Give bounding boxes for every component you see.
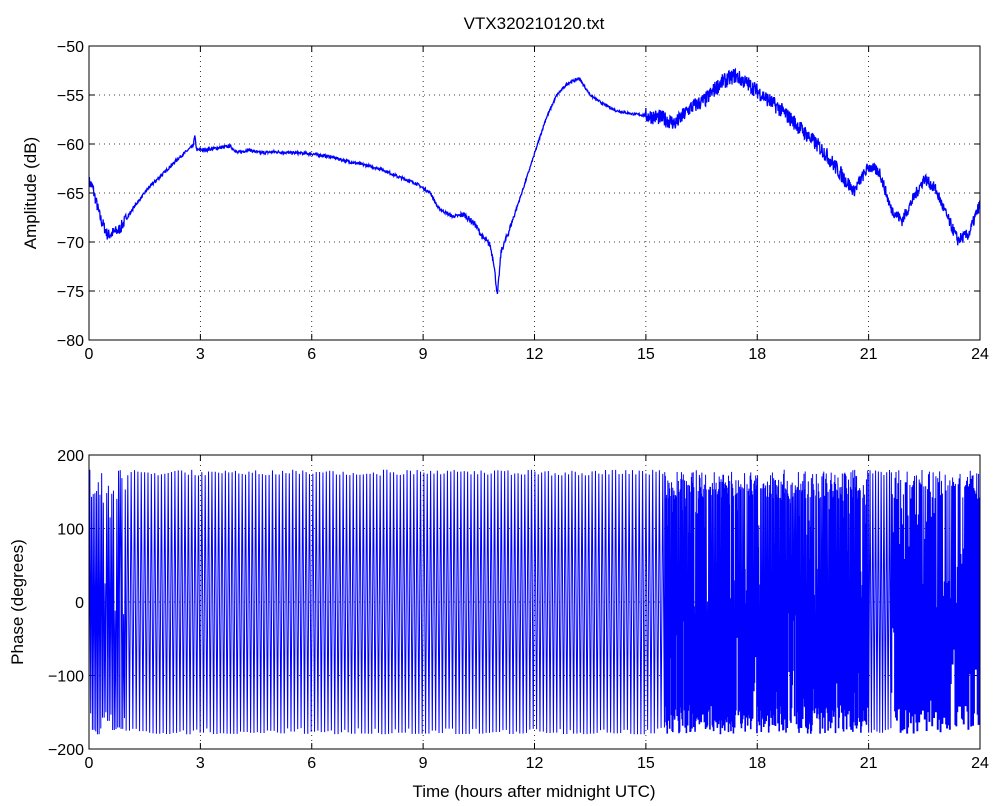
x-tick-label: 24 [971,346,989,363]
y-tick-label: 100 [57,522,84,539]
amplitude-grid [89,46,980,340]
amplitude-y-label: Amplitude (dB) [21,137,40,249]
y-tick-label: −75 [57,284,84,301]
x-tick-label: 18 [748,755,766,772]
y-tick-label: −50 [57,39,84,56]
y-tick-label: −55 [57,88,84,105]
y-tick-label: −200 [48,742,84,759]
x-tick-label: 24 [971,755,989,772]
x-tick-label: 12 [526,346,544,363]
y-tick-label: −60 [57,137,84,154]
y-tick-label: 200 [57,448,84,465]
phase-axes-box [88,454,981,750]
y-tick-label: −80 [57,333,84,350]
x-tick-label: 18 [748,346,766,363]
x-tick-label: 0 [85,346,94,363]
x-tick-label: 0 [85,755,94,772]
x-tick-label: 15 [637,346,655,363]
x-tick-label: 21 [860,346,878,363]
y-tick-label: −100 [48,669,84,686]
phase-series-line [89,469,980,735]
y-tick-label: −70 [57,235,84,252]
x-tick-label: 6 [307,346,316,363]
x-tick-label: 21 [860,755,878,772]
amplitude-title: VTX320210120.txt [464,14,605,33]
phase-y-label: Phase (degrees) [8,539,27,665]
amplitude-axes: 0 3 6 9 12 15 18 21 24 −50 −55 −60 −65 −70 −75 −80 VTX3… [21,14,989,363]
amplitude-axes-box [88,45,981,341]
x-tick-label: 3 [196,346,205,363]
x-tick-label: 3 [196,755,205,772]
x-tick-label: 6 [307,755,316,772]
amplitude-ticks: 0 3 6 9 12 15 18 21 24 −50 −55 −60 −65 −70 −75 −80 [57,39,989,363]
phase-axes: 0 3 6 9 12 15 18 21 24 200 100 0 −100 −200 Time (hour… [8,448,989,801]
y-tick-label: −65 [57,186,84,203]
x-tick-label: 12 [526,755,544,772]
x-tick-label: 9 [419,346,428,363]
phase-x-label: Time (hours after midnight UTC) [412,782,655,801]
y-tick-label: 0 [75,595,84,612]
x-tick-label: 9 [419,755,428,772]
phase-ticks: 0 3 6 9 12 15 18 21 24 200 100 0 −100 −200 [48,448,989,772]
amplitude-series-line [89,67,980,294]
x-tick-label: 15 [637,755,655,772]
